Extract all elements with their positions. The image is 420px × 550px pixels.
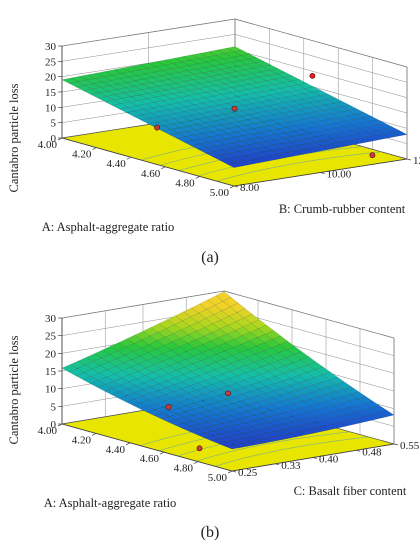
- x-tick-label: 4.40: [106, 444, 126, 456]
- design-point-4: [369, 152, 376, 159]
- z-tick-label: 20: [45, 72, 57, 84]
- x-tick-label: 4.80: [174, 463, 194, 475]
- x-axis-title: A: Asphalt-aggregate ratio: [42, 220, 175, 234]
- x-tick-label: 4.80: [175, 177, 195, 189]
- z-tick-label: 10: [45, 384, 57, 396]
- design-points: [165, 390, 231, 452]
- x-tick-label: 4.60: [140, 453, 160, 465]
- y-tick-label: 10.00: [327, 169, 352, 181]
- chart-b: 0 5 10 15 20 25 30 4.00 4.20 4.40 4.60 4.80 5.00 0.25…: [7, 290, 420, 541]
- z-tick-label: 15: [45, 87, 57, 99]
- z-axis-title: Cantabro particle loss: [7, 335, 21, 444]
- x-tick-label: 4.20: [72, 149, 92, 161]
- y-tick-label: 0.40: [319, 454, 339, 466]
- x-tick-label: 4.60: [141, 168, 161, 180]
- panel-label: (b): [201, 524, 220, 541]
- z-tick-label: 25: [45, 331, 57, 343]
- z-tick-label: 15: [45, 366, 57, 378]
- y-tick-label: 0.33: [281, 460, 301, 472]
- z-tick-label: 25: [45, 56, 57, 68]
- y-tick-label: 8.00: [240, 182, 260, 194]
- x-tick-label: 4.00: [38, 425, 58, 437]
- x-tick-label: 4.00: [38, 139, 58, 151]
- design-point-1: [231, 105, 238, 112]
- z-tick-label: 20: [45, 348, 57, 360]
- design-point-3: [196, 445, 203, 452]
- y-axis-title: B: Crumb-rubber content: [279, 202, 406, 216]
- y-tick-label: 12.00: [413, 155, 420, 167]
- y-tick-label: 0.25: [238, 467, 258, 479]
- z-tick-label: 10: [45, 102, 57, 114]
- z-tick-label: 5: [51, 401, 57, 413]
- response-surface: [61, 46, 408, 168]
- panel-label: (a): [201, 249, 219, 266]
- y-tick-label: 0.48: [362, 446, 382, 458]
- design-points: [154, 72, 376, 159]
- x-tick-label: 5.00: [208, 472, 228, 484]
- design-point-2: [154, 124, 160, 131]
- z-axis-title: Cantabro particle loss: [7, 83, 21, 192]
- z-tick-label: 30: [45, 41, 57, 53]
- y-tick-label: 0.55: [400, 440, 420, 452]
- x-tick-label: 5.00: [210, 187, 230, 199]
- design-point-1: [225, 390, 231, 397]
- z-tick-label: 5: [51, 118, 57, 130]
- design-point-3: [309, 72, 316, 79]
- z-tick-label: 0: [51, 133, 57, 145]
- x-tick-label: 4.20: [72, 434, 92, 446]
- response-surface: [61, 291, 395, 450]
- z-tick-label: 30: [45, 313, 57, 325]
- z-tick-label: 0: [51, 419, 57, 431]
- x-axis-title: A: Asphalt-aggregate ratio: [44, 496, 177, 510]
- chart-a: 0 5 10 15 20 25 30 4.00 4.20 4.40 4.60 4.80 5.00 8.00…: [7, 18, 420, 266]
- design-point-2: [165, 404, 172, 410]
- x-tick-label: 4.40: [107, 158, 127, 170]
- y-axis-title: C: Basalt fiber content: [294, 484, 407, 498]
